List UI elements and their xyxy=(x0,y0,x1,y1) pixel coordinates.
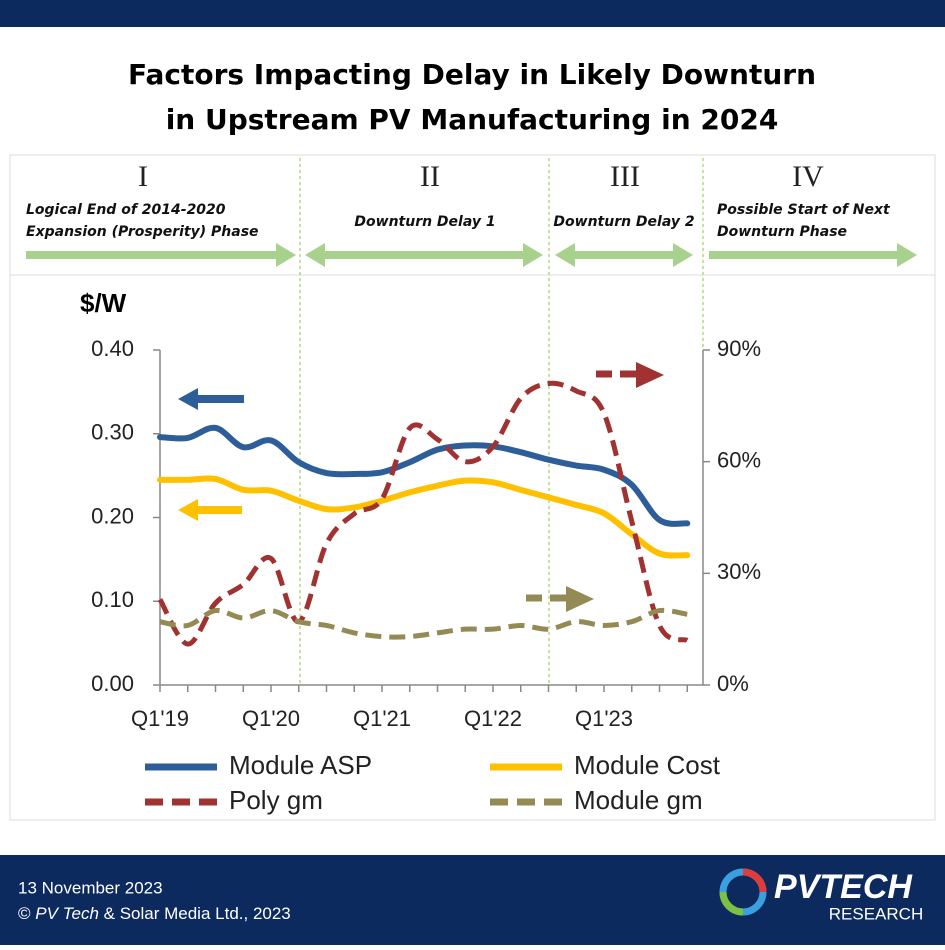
copyright-rest: & Solar Media Ltd., 2023 xyxy=(104,904,291,923)
logo: PVTECH RESEARCH xyxy=(719,868,923,923)
y-tick-label: 0.20 xyxy=(91,503,134,528)
chart-title: in Upstream PV Manufacturing in 2024 xyxy=(166,103,779,136)
top-bar xyxy=(0,0,945,27)
phase-label: Downturn Phase xyxy=(717,224,847,240)
chart-title: Factors Impacting Delay in Likely Downtu… xyxy=(128,58,816,91)
legend-label: Module Cost xyxy=(574,750,721,780)
y2-tick-label: 0% xyxy=(717,671,749,696)
legend-label: Module ASP xyxy=(229,750,372,780)
phase-label: Downturn Delay 2 xyxy=(553,214,694,230)
logo-sub: RESEARCH xyxy=(829,904,923,923)
footer-bar xyxy=(0,855,945,945)
phase-arrow xyxy=(709,243,917,267)
y-tick-label: 0.00 xyxy=(91,671,134,696)
x-tick-label: Q1'21 xyxy=(353,706,411,731)
phase-numeral: I xyxy=(138,160,148,193)
y-tick-label: 0.40 xyxy=(91,336,134,361)
copyright-symbol: © xyxy=(18,904,31,923)
footer-copyright: © PV Tech & Solar Media Ltd., 2023 xyxy=(18,904,291,923)
logo-brand: PVTECH xyxy=(774,868,913,906)
y-tick-label: 0.30 xyxy=(91,420,134,445)
footer-date: 13 November 2023 xyxy=(18,878,163,897)
phase-arrow xyxy=(26,243,296,267)
phase-arrows xyxy=(26,243,917,267)
frame xyxy=(9,154,936,821)
phase-label: Possible Start of Next xyxy=(717,202,891,218)
logo-ring xyxy=(742,868,767,893)
phase-numeral: IV xyxy=(792,160,824,193)
series-arrows xyxy=(178,362,664,612)
phase-label: Downturn Delay 1 xyxy=(354,214,495,230)
series-line xyxy=(157,475,691,559)
y2-tick-label: 30% xyxy=(717,559,761,584)
phase-numeral: II xyxy=(420,160,440,193)
phase-label: Logical End of 2014-2020 xyxy=(26,202,226,218)
arrow xyxy=(178,388,244,410)
y-tick-label: 0.10 xyxy=(91,587,134,612)
legend-label: Poly gm xyxy=(229,785,323,815)
phase-arrow xyxy=(305,243,543,267)
arrow xyxy=(178,499,242,521)
y2-tick-label: 90% xyxy=(717,336,761,361)
phase-arrow xyxy=(555,243,693,267)
legend-label: Module gm xyxy=(574,785,703,815)
copyright-brand: PV Tech xyxy=(35,904,99,923)
logo-ring xyxy=(719,891,744,916)
y-axis-unit: $/W xyxy=(80,288,127,318)
x-tick-label: Q1'22 xyxy=(464,706,522,731)
series-line xyxy=(157,380,689,647)
x-tick-label: Q1'23 xyxy=(575,706,633,731)
y2-tick-label: 60% xyxy=(717,447,761,472)
series-line xyxy=(159,607,688,640)
phase-numeral: III xyxy=(610,160,640,193)
x-tick-label: Q1'19 xyxy=(131,706,189,731)
arrow xyxy=(566,586,594,612)
arrow xyxy=(636,362,664,388)
x-tick-label: Q1'20 xyxy=(242,706,300,731)
phase-label: Expansion (Prosperity) Phase xyxy=(26,224,259,240)
series-line xyxy=(157,424,691,527)
